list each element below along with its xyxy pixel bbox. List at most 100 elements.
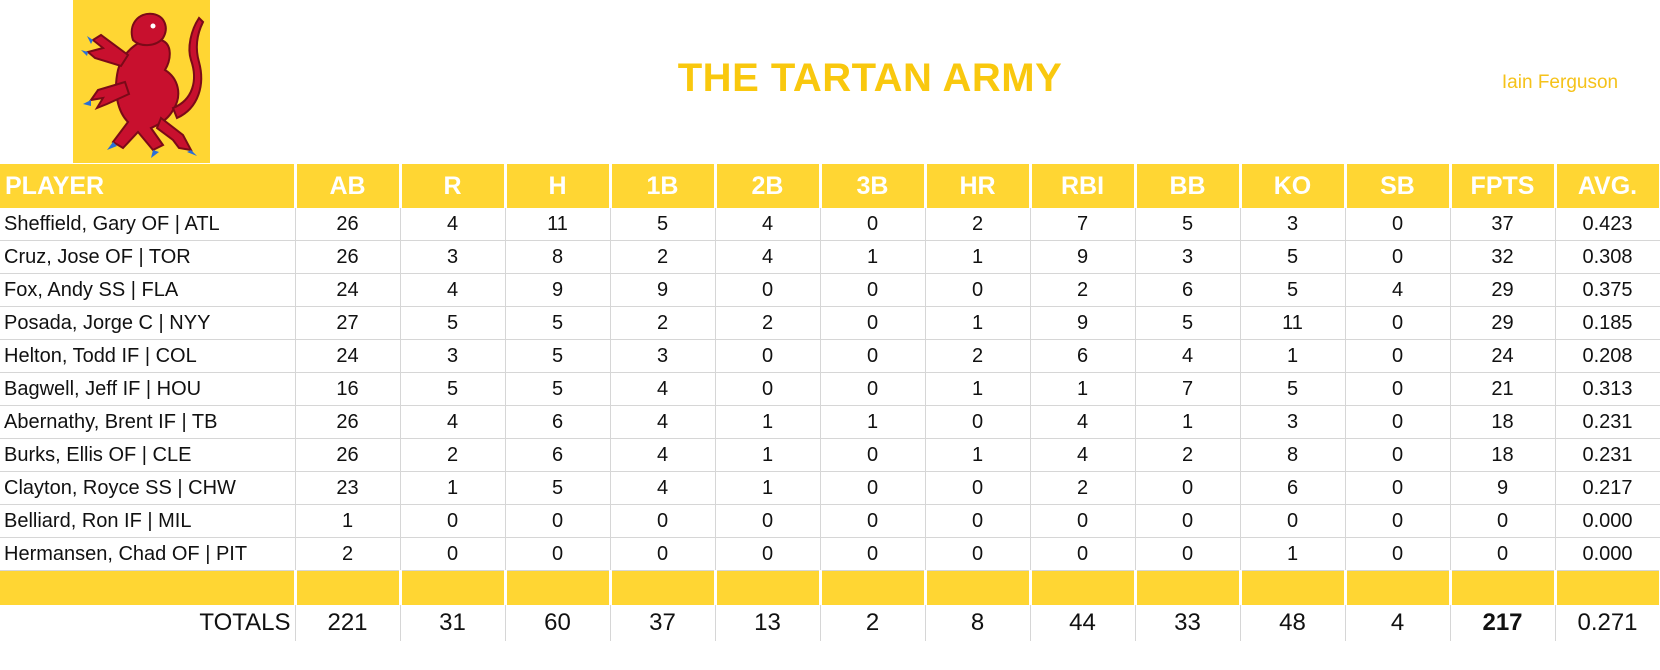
total-cell: 8 <box>925 605 1031 641</box>
stat-cell: 4 <box>610 405 716 439</box>
stat-cell: 11 <box>1240 306 1346 340</box>
player-name-cell: Clayton, Royce SS | CHW <box>0 471 296 505</box>
stat-cell: 11 <box>505 208 611 241</box>
stat-cell: 0 <box>1345 504 1451 538</box>
stat-cell: 0 <box>925 537 1031 571</box>
stat-cell: 0.208 <box>1555 339 1660 373</box>
stat-cell: 0 <box>1345 372 1451 406</box>
spacer-cell <box>1030 570 1137 605</box>
stat-cell: 0 <box>1345 471 1451 505</box>
stat-cell: 18 <box>1450 405 1556 439</box>
stat-cell: 2 <box>1030 471 1136 505</box>
stat-cell: 24 <box>1450 339 1556 373</box>
player-stats-table: PLAYER AB R H 1B 2B 3B HR RBI BB KO SB FPTS AVG. Shef… <box>0 164 1660 641</box>
stat-cell: 0 <box>610 537 716 571</box>
stat-cell: 1 <box>925 240 1031 274</box>
stat-cell: 4 <box>610 471 716 505</box>
stat-cell: 6 <box>1240 471 1346 505</box>
stat-cell: 0 <box>820 208 926 241</box>
stat-cell: 21 <box>1450 372 1556 406</box>
stat-cell: 27 <box>295 306 401 340</box>
column-header-3b: 3B <box>820 164 927 208</box>
player-name-cell: Belliard, Ron IF | MIL <box>0 504 296 538</box>
stat-cell: 0 <box>715 372 821 406</box>
spacer-band <box>0 570 1660 605</box>
total-cell: 37 <box>610 605 716 641</box>
total-cell: 2 <box>820 605 926 641</box>
stat-cell: 1 <box>1240 537 1346 571</box>
stat-cell: 5 <box>1240 240 1346 274</box>
stat-cell: 4 <box>400 405 506 439</box>
spacer-cell <box>820 570 927 605</box>
stat-cell: 0 <box>400 537 506 571</box>
stat-cell: 6 <box>1030 339 1136 373</box>
spacer-cell <box>295 570 402 605</box>
spacer-cell <box>715 570 822 605</box>
table-row: Bagwell, Jeff IF | HOU 16 5 5 4 0 0 1 1 7 5 0 21 0.31… <box>0 372 1660 406</box>
stat-cell: 0 <box>1135 504 1241 538</box>
stat-cell: 0 <box>505 537 611 571</box>
stat-cell: 0 <box>1450 504 1556 538</box>
stat-cell: 0 <box>715 504 821 538</box>
spacer-cell <box>505 570 612 605</box>
stat-cell: 24 <box>295 273 401 307</box>
stat-cell: 2 <box>715 306 821 340</box>
stat-cell: 3 <box>1240 208 1346 241</box>
total-cell: 33 <box>1135 605 1241 641</box>
stat-cell: 26 <box>295 208 401 241</box>
stat-cell: 0.375 <box>1555 273 1660 307</box>
stat-cell: 5 <box>505 372 611 406</box>
player-name-cell: Bagwell, Jeff IF | HOU <box>0 372 296 406</box>
column-header-1b: 1B <box>610 164 717 208</box>
stat-cell: 0 <box>1030 537 1136 571</box>
stat-cell: 9 <box>1450 471 1556 505</box>
stat-cell: 2 <box>400 438 506 472</box>
stat-cell: 4 <box>715 240 821 274</box>
table-row: Posada, Jorge C | NYY 27 5 5 2 2 0 1 9 5 11 0 29 0.18… <box>0 306 1660 340</box>
table-row: Hermansen, Chad OF | PIT 2 0 0 0 0 0 0 0 0 1 0 0 0.00… <box>0 537 1660 571</box>
stat-cell: 4 <box>400 208 506 241</box>
stat-cell: 0.231 <box>1555 405 1660 439</box>
stat-cell: 26 <box>295 405 401 439</box>
totals-row: TOTALS 221 31 60 37 13 2 8 44 33 48 4 217 0.271 <box>0 605 1660 641</box>
stat-cell: 29 <box>1450 273 1556 307</box>
total-cell: 13 <box>715 605 821 641</box>
stat-cell: 5 <box>610 208 716 241</box>
stat-cell: 0.185 <box>1555 306 1660 340</box>
stat-cell: 4 <box>715 208 821 241</box>
column-header-player: PLAYER <box>0 164 297 208</box>
player-name-cell: Cruz, Jose OF | TOR <box>0 240 296 274</box>
spacer-cell <box>1135 570 1242 605</box>
stat-cell: 0.313 <box>1555 372 1660 406</box>
stat-cell: 5 <box>1135 306 1241 340</box>
column-header-r: R <box>400 164 507 208</box>
player-name-cell: Sheffield, Gary OF | ATL <box>0 208 296 241</box>
stat-cell: 3 <box>1240 405 1346 439</box>
stat-cell: 0 <box>505 504 611 538</box>
stat-cell: 1 <box>925 306 1031 340</box>
column-header-fpts: FPTS <box>1450 164 1557 208</box>
stat-cell: 5 <box>505 306 611 340</box>
stat-cell: 4 <box>1030 438 1136 472</box>
spacer-cell <box>400 570 507 605</box>
stat-cell: 0 <box>925 405 1031 439</box>
table-row: Belliard, Ron IF | MIL 1 0 0 0 0 0 0 0 0 0 0 0 0.000 <box>0 504 1660 538</box>
stat-cell: 5 <box>400 372 506 406</box>
stat-cell: 9 <box>610 273 716 307</box>
spacer-cell <box>1345 570 1452 605</box>
stat-cell: 8 <box>1240 438 1346 472</box>
owner-name: Iain Ferguson <box>1501 72 1619 93</box>
stat-cell: 0 <box>1240 504 1346 538</box>
table-row: Burks, Ellis OF | CLE 26 2 6 4 1 0 1 4 2 8 0 18 0.231 <box>0 438 1660 472</box>
stat-cell: 9 <box>1030 306 1136 340</box>
lion-rampant-icon <box>73 0 210 163</box>
stat-cell: 0.000 <box>1555 504 1660 538</box>
stat-cell: 1 <box>715 471 821 505</box>
stat-cell: 0 <box>820 372 926 406</box>
table-row: Helton, Todd IF | COL 24 3 5 3 0 0 2 6 4 1 0 24 0.208 <box>0 339 1660 373</box>
player-name-cell: Helton, Todd IF | COL <box>0 339 296 373</box>
stat-cell: 0 <box>715 339 821 373</box>
totals-label: TOTALS <box>0 605 296 641</box>
total-cell: 221 <box>295 605 401 641</box>
stat-cell: 1 <box>1030 372 1136 406</box>
